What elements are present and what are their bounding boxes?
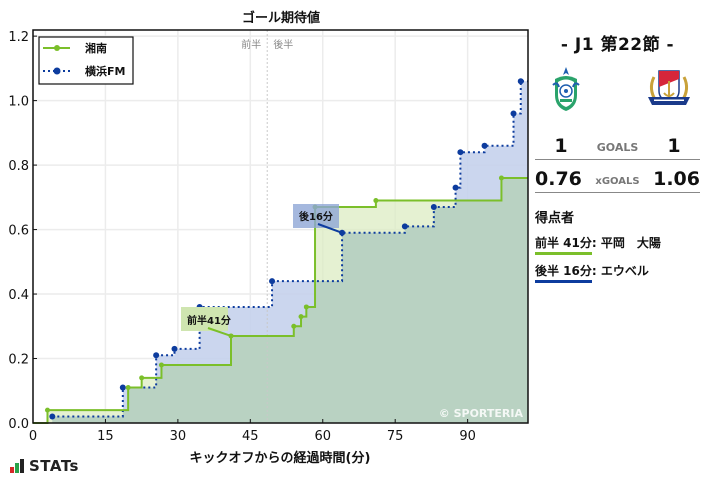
legend-label-away: 横浜FM [85, 64, 125, 78]
scorer-name: : エウベル [591, 264, 649, 278]
y-tick-label: 0.6 [8, 224, 29, 239]
y-tick-label: 0.4 [8, 288, 29, 303]
data-point-home [291, 323, 297, 329]
x-tick-label: 45 [242, 429, 259, 444]
data-point-away [401, 223, 408, 230]
xg-row: 0.76 xGOALS 1.06 [535, 164, 700, 193]
data-point-home [373, 198, 379, 204]
scorers-title: 得点者 [535, 211, 575, 226]
annotation-box-home-goal [181, 307, 228, 331]
data-point-away [269, 278, 276, 285]
yokohama-f-marinos-crest-icon [642, 65, 696, 115]
x-tick-label: 0 [29, 429, 37, 444]
data-point-away [510, 110, 517, 117]
y-tick-label: 0.2 [8, 353, 29, 368]
legend-label-home: 湘南 [85, 41, 107, 55]
data-point-home [139, 375, 145, 381]
x-tick-label: 75 [387, 429, 404, 444]
data-point-away [49, 413, 56, 420]
annotation-pointer [207, 327, 232, 337]
scorer-name: : 平岡 大陽 [591, 236, 661, 250]
stats-logo-text: STATs [29, 457, 79, 475]
x-tick-label: 90 [459, 429, 476, 444]
data-point-away [430, 203, 437, 210]
x-tick-label: 15 [97, 429, 114, 444]
annotation-home-goal: 前半41分 [187, 314, 231, 327]
data-point-away [481, 142, 488, 149]
area-fill-overlap [52, 177, 528, 423]
team-crests [535, 65, 700, 121]
annotation-pointer [317, 223, 343, 234]
away-goals: 1 [667, 135, 681, 157]
round-title: - J1 第22節 - [560, 35, 675, 55]
data-point-home [158, 362, 164, 368]
x-tick-label: 60 [314, 429, 331, 444]
scorer-item: 後半 16分: エウベル [535, 262, 700, 283]
y-tick-label: 0.0 [8, 417, 29, 432]
data-point-home [125, 385, 131, 391]
shonan-bellmare-crest-icon [551, 65, 581, 117]
x-axis-label: キックオフからの経過時間(分) [190, 450, 371, 466]
watermark: © SPORTERIA [439, 407, 524, 420]
data-point-home [498, 175, 504, 181]
data-point-away [119, 384, 126, 391]
y-tick-label: 0.8 [8, 159, 29, 174]
y-tick-label: 1.2 [8, 30, 29, 45]
scorer-time: 後半 16分 [535, 262, 592, 283]
home-goals: 1 [554, 135, 568, 157]
annotation-away-goal: 後16分 [299, 210, 333, 223]
data-point-away [171, 345, 178, 352]
data-point-away [457, 149, 464, 156]
stats-logo: STATs [10, 457, 79, 475]
bar-chart-icon [10, 459, 24, 473]
match-summary-panel: - J1 第22節 - [535, 28, 700, 290]
xg-label: xGOALS [595, 176, 640, 187]
second-half-label: 後半 [273, 38, 293, 51]
data-point-away [452, 184, 459, 191]
data-point-home [303, 304, 309, 310]
home-xg: 0.76 [535, 168, 582, 190]
data-point-away [517, 78, 524, 85]
legend-marker-home [54, 45, 60, 51]
scorer-item: 前半 41分: 平岡 大陽 [535, 234, 700, 255]
series-line-home [33, 176, 528, 424]
data-point-away [153, 352, 160, 359]
first-half-label: 前半 [241, 38, 261, 51]
y-tick-label: 1.0 [8, 95, 29, 110]
goals-row: 1 GOALS 1 [535, 133, 700, 160]
goals-label: GOALS [596, 141, 639, 154]
legend-marker-away [53, 67, 61, 75]
data-point-home [298, 314, 304, 320]
x-tick-label: 30 [170, 429, 187, 444]
away-xg: 1.06 [653, 168, 700, 190]
plot-frame [32, 29, 529, 424]
scorer-time: 前半 41分 [535, 234, 592, 255]
chart-title: ゴール期待値 [242, 10, 320, 26]
scorers-section: 得点者 前半 41分: 平岡 大陽 後半 16分: エウベル [535, 207, 700, 283]
annotation-box-away-goal [293, 204, 339, 228]
data-point-home [44, 407, 50, 413]
